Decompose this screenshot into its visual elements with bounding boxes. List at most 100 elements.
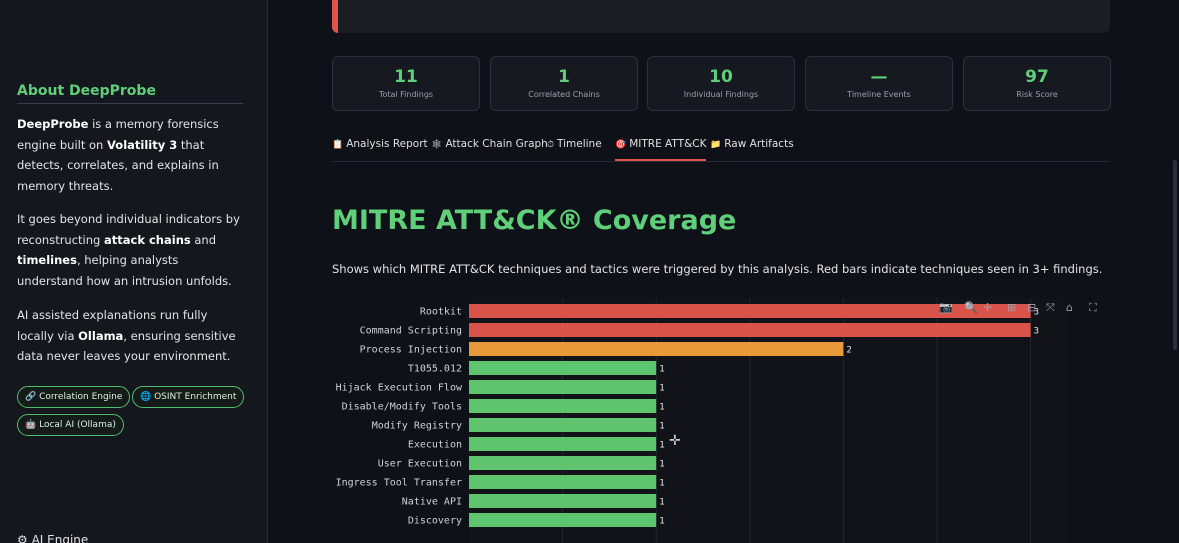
target-icon: 🎯 bbox=[615, 140, 627, 150]
tab-raw-artifacts[interactable]: 📁 Raw Artifacts bbox=[710, 136, 794, 161]
tab-attack-chain-graph[interactable]: 🕸 Attack Chain Graph bbox=[431, 136, 548, 161]
category-label: Disable/Modify Tools bbox=[342, 402, 462, 413]
about-paragraph-2: It goes beyond individual indicators by … bbox=[17, 209, 247, 291]
home-icon[interactable]: ⌂ bbox=[1066, 301, 1073, 314]
section-description: Shows which MITRE ATT&CK techniques and … bbox=[332, 262, 1103, 276]
category-label: Execution bbox=[408, 440, 462, 451]
value-label: 1 bbox=[659, 365, 664, 375]
camera-icon[interactable]: 📷 bbox=[939, 301, 953, 314]
pan-icon[interactable]: ✛ bbox=[983, 301, 993, 314]
badge-osint-enrichment: 🌐 OSINT Enrichment bbox=[132, 386, 245, 408]
about-text: , ensuring sensitive data never leaves y… bbox=[17, 328, 236, 364]
autoscale-icon[interactable]: ⤧ bbox=[1046, 301, 1055, 314]
fullscreen-icon[interactable]: ⛶ bbox=[1089, 301, 1097, 314]
metric-label: Timeline Events bbox=[847, 90, 911, 99]
tab-mitre-attack[interactable]: 🎯 MITRE ATT&CK bbox=[615, 136, 707, 161]
value-label: 1 bbox=[659, 479, 664, 489]
about-text: , helping analysts understand how an int… bbox=[17, 253, 232, 288]
bar bbox=[469, 418, 657, 432]
bar bbox=[469, 399, 657, 413]
value-label: 1 bbox=[659, 441, 664, 451]
metric-individual-findings: 10 Individual Findings bbox=[647, 56, 795, 111]
zoom-out-icon[interactable]: ⊟ bbox=[1027, 301, 1037, 314]
scrollbar[interactable] bbox=[1173, 160, 1177, 350]
about-text: is a memory forensics engine built on bbox=[17, 117, 219, 152]
mitre-coverage-chart: Rootkit 3 Command Scripting 3 Process Inject… bbox=[332, 298, 1097, 543]
category-label: Rootkit bbox=[420, 307, 462, 318]
alert-card bbox=[332, 0, 1110, 33]
value-label: 3 bbox=[1034, 327, 1039, 337]
badge-label: Correlation Engine bbox=[39, 392, 123, 402]
metric-value: 11 bbox=[394, 67, 418, 87]
metric-value: 1 bbox=[558, 67, 570, 87]
badge-label: Local AI (Ollama) bbox=[39, 420, 116, 430]
bar bbox=[469, 475, 657, 489]
chart-svg: Rootkit 3 Command Scripting 3 Process Inject… bbox=[336, 298, 1068, 543]
metric-label: Correlated Chains bbox=[528, 90, 600, 99]
crosshair-cursor-icon: ✛ bbox=[669, 433, 681, 449]
stopwatch-icon: ⏱ bbox=[547, 140, 555, 150]
about-text: AI assisted explanations run fully local… bbox=[17, 308, 208, 343]
about-text: It goes beyond individual indicators by … bbox=[17, 212, 240, 247]
value-label: 1 bbox=[659, 498, 664, 508]
section-heading: MITRE ATT&CK® Coverage bbox=[332, 205, 737, 236]
category-label: Hijack Execution Flow bbox=[336, 383, 463, 394]
bar bbox=[469, 380, 657, 394]
value-label: 1 bbox=[659, 403, 664, 413]
category-label: Ingress Tool Transfer bbox=[336, 478, 462, 489]
tab-label: Raw Artifacts bbox=[724, 138, 794, 150]
bar bbox=[469, 342, 844, 356]
metric-timeline-events: — Timeline Events bbox=[805, 56, 953, 111]
badge-label: OSINT Enrichment bbox=[154, 392, 237, 402]
value-label: 1 bbox=[659, 460, 664, 470]
tab-label: Timeline bbox=[557, 138, 602, 150]
clipboard-icon: 📋 bbox=[332, 140, 344, 150]
metric-label: Individual Findings bbox=[683, 90, 759, 99]
about-title: About DeepProbe bbox=[17, 83, 243, 104]
badge-local-ai: 🤖 Local AI (Ollama) bbox=[17, 414, 124, 436]
link-icon: 🔗 bbox=[25, 392, 37, 402]
tab-timeline[interactable]: ⏱ Timeline bbox=[547, 136, 602, 161]
metric-risk-score: 97 Risk Score bbox=[963, 56, 1111, 111]
about-bold: Volatility 3 bbox=[107, 137, 178, 152]
tab-label: MITRE ATT&CK bbox=[629, 138, 707, 150]
globe-icon: 🌐 bbox=[140, 392, 152, 402]
bar bbox=[469, 456, 657, 470]
category-label: T1055.012 bbox=[408, 364, 462, 375]
about-bold: timelines bbox=[17, 253, 77, 267]
bar bbox=[469, 361, 657, 375]
category-label: Process Injection bbox=[360, 345, 462, 356]
bar bbox=[469, 513, 657, 527]
metric-total-findings: 11 Total Findings bbox=[332, 56, 480, 111]
zoom-icon[interactable]: 🔍 bbox=[964, 301, 978, 314]
chart-modebar: 📷 🔍 ✛ ⊞ ⊟ ⤧ ⌂ ⛶ bbox=[930, 299, 1110, 319]
metric-value: 10 bbox=[709, 67, 733, 87]
value-label: 1 bbox=[659, 384, 664, 394]
bar bbox=[469, 494, 657, 508]
ai-engine-section-title: ⚙ AI Engine bbox=[17, 533, 89, 543]
tab-analysis-report[interactable]: 📋 Analysis Report bbox=[332, 136, 428, 161]
metric-correlated-chains: 1 Correlated Chains bbox=[490, 56, 638, 111]
bar bbox=[469, 323, 1031, 337]
metric-value: 97 bbox=[1025, 67, 1049, 87]
about-text: and bbox=[190, 232, 217, 247]
value-label: 1 bbox=[659, 517, 664, 527]
category-label: Command Scripting bbox=[360, 326, 462, 337]
sidebar: About DeepProbe DeepProbe is a memory fo… bbox=[0, 0, 268, 543]
value-label: 3 bbox=[1034, 308, 1039, 318]
value-label: 1 bbox=[659, 422, 664, 432]
bar bbox=[469, 437, 657, 451]
badge-correlation-engine: 🔗 Correlation Engine bbox=[17, 386, 131, 408]
category-label: Discovery bbox=[408, 516, 462, 527]
robot-icon: 🤖 bbox=[25, 420, 37, 430]
value-label: 2 bbox=[846, 346, 851, 356]
about-bold: Ollama bbox=[78, 328, 124, 343]
tab-bar: 📋 Analysis Report 🕸 Attack Chain Graph ⏱ Ti… bbox=[332, 136, 1110, 162]
about-bold: DeepProbe bbox=[17, 117, 89, 131]
zoom-in-icon[interactable]: ⊞ bbox=[1007, 301, 1017, 314]
metric-value: — bbox=[870, 67, 888, 87]
about-paragraph-3: AI assisted explanations run fully local… bbox=[17, 305, 247, 367]
category-label: User Execution bbox=[378, 459, 462, 470]
metric-label: Total Findings bbox=[378, 90, 434, 99]
network-icon: 🕸 bbox=[431, 140, 443, 150]
